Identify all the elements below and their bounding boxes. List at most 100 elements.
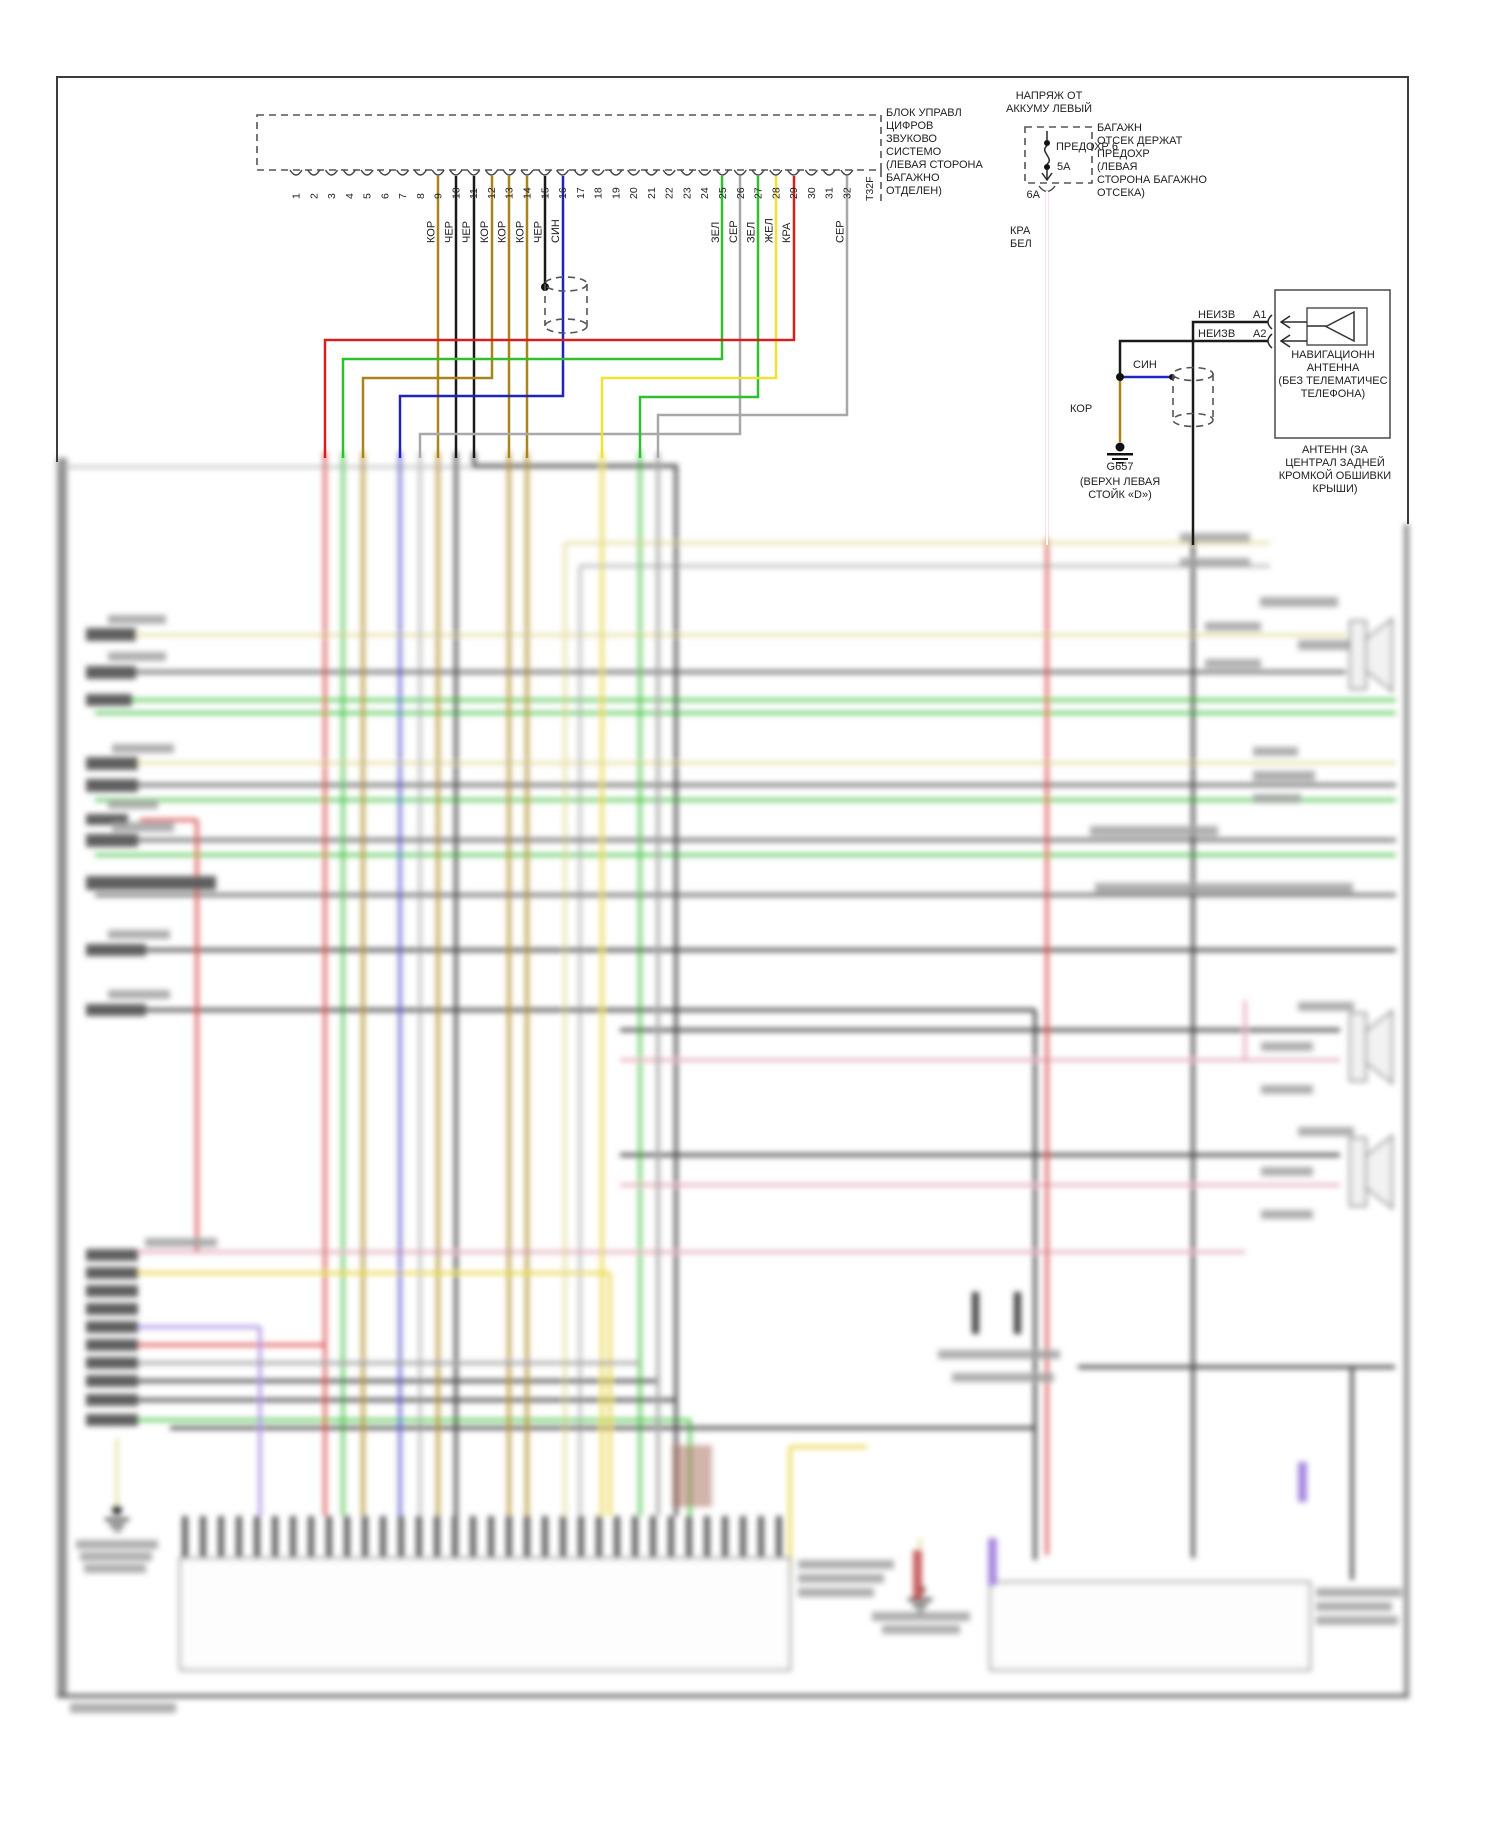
page-border xyxy=(56,76,1409,524)
blurred-purple-wires xyxy=(138,1325,262,1516)
pin-notch xyxy=(467,169,481,176)
pin-wire-label: ЧЕР xyxy=(532,221,544,243)
antenna-a1-wire-label: НЕИЗВ xyxy=(1198,309,1236,321)
pin-notch xyxy=(431,169,445,176)
pin-notch xyxy=(289,169,303,176)
fuse-rating-label: 5А xyxy=(1057,161,1071,173)
wire-antenna-a1 xyxy=(1191,320,1268,545)
pin-wire-label: СЕР xyxy=(728,220,740,243)
blurred-connector-blob xyxy=(672,1445,712,1507)
pin-number: 24 xyxy=(699,187,711,199)
pin-notch xyxy=(609,169,623,176)
pin-notch xyxy=(484,169,499,176)
pin-wire-label: ЧЕР xyxy=(461,221,473,243)
pin-notch xyxy=(715,169,730,176)
pin-notch xyxy=(698,169,712,176)
pin-wire-label: ЖЕЛ xyxy=(763,218,775,243)
pin-number: 29 xyxy=(788,187,800,199)
blurred-pink-wires xyxy=(95,1000,1340,1254)
blurred-brown-wires xyxy=(361,452,529,1516)
antenna-a1-pin-label: А1 xyxy=(1253,309,1267,321)
pin-number: 4 xyxy=(344,193,356,199)
pin-number: 10 xyxy=(450,187,462,199)
wire-pin12-kor xyxy=(361,176,494,458)
pin-notch xyxy=(769,169,783,176)
ground-wire-label: КОР xyxy=(1070,403,1093,415)
pin-notch xyxy=(644,169,659,176)
blurred-right-border xyxy=(1404,524,1409,1696)
pin-notch xyxy=(307,169,321,176)
pin-number: 21 xyxy=(646,187,658,199)
pin-wire-label: КРА xyxy=(781,222,793,243)
blurred-yellow-wires xyxy=(138,452,867,1583)
pin-wire-label: ЗЕЛ xyxy=(746,222,758,243)
terminal-notch xyxy=(1038,185,1056,193)
pin-number: 16 xyxy=(557,187,569,199)
pin-wire-label: КОР xyxy=(515,221,527,243)
pin-number: 13 xyxy=(504,187,516,199)
pin-number: 23 xyxy=(681,187,693,199)
power-source-label: НАПРЯЖ ОТ АККУМУ ЛЕВЫЙ xyxy=(1005,90,1092,115)
ground-id-label: G657 xyxy=(1106,461,1134,473)
pin-number: 19 xyxy=(610,187,622,199)
pin-notch xyxy=(520,169,534,176)
pin-number: 9 xyxy=(433,193,445,199)
control-unit-dashed-box xyxy=(256,114,882,171)
pin-number: 7 xyxy=(397,193,409,199)
speaker-icon xyxy=(1349,1133,1393,1211)
pin-notch xyxy=(413,169,427,176)
pin-wire-label: ЗЕЛ xyxy=(710,222,722,243)
pin-wire-label: КОР xyxy=(497,221,509,243)
shield-symbol xyxy=(544,276,588,334)
pin-number: 15 xyxy=(539,187,551,199)
blurred-purple-stub xyxy=(1298,1462,1307,1502)
antenna-a2-pin-label: А2 xyxy=(1253,328,1267,340)
antenna-unit-box xyxy=(1274,289,1391,439)
control-unit-label: БЛОК УПРАВЛ ЦИФРОВ ЗВУКОВО СИСТЕМО (ЛЕВА… xyxy=(886,107,983,197)
pin-notch xyxy=(396,169,410,176)
pin-number: 14 xyxy=(522,187,534,199)
antenna-a2-wire-label: НЕИЗВ xyxy=(1198,328,1236,340)
fuse-holder-label: БАГАЖН ОТСЕК ДЕРЖАТ ПРЕДОХР (ЛЕВАЯ СТОРО… xyxy=(1097,122,1207,199)
pin-number: 26 xyxy=(735,187,747,199)
pin-number: 3 xyxy=(326,193,338,199)
connector-pins: 1 2 3 4 5 6 7 8 9КОР10ЧЕР11ЧЕР12КОР13КОР14КОР15Ч… xyxy=(289,169,854,243)
speaker-icon xyxy=(1349,1008,1393,1086)
blurred-connector-stubs xyxy=(86,628,216,1426)
pin-number: 25 xyxy=(717,187,729,199)
pin-notch xyxy=(555,169,570,176)
antenna-pin-arcs xyxy=(1267,314,1307,349)
pin-notch xyxy=(680,169,694,176)
pin-number: 28 xyxy=(770,187,782,199)
pin-number: 32 xyxy=(841,187,853,199)
wire-color-label-kra-bel: КРА БЕЛ xyxy=(1010,225,1032,250)
pin-wire-label: СИН xyxy=(550,219,562,243)
pin-notch xyxy=(751,169,765,176)
pin-number: 5 xyxy=(362,193,374,199)
blurred-wire-end xyxy=(972,1292,979,1334)
pin-notch xyxy=(502,169,516,176)
pin-number: 11 xyxy=(468,188,480,199)
pin-notch xyxy=(342,169,356,176)
blurred-midgray-wires xyxy=(138,452,660,1516)
wire-antenna-a2 xyxy=(1118,339,1268,377)
pin-number: 6 xyxy=(379,193,391,199)
pin-wire-label: КОР xyxy=(426,221,438,243)
ground-location-label: (ВЕРХН ЛЕВАЯ СТОЙК «D») xyxy=(1079,476,1161,501)
blurred-wire-end xyxy=(1014,1292,1021,1334)
pin-notch xyxy=(840,169,854,176)
pin-notch xyxy=(360,169,374,176)
blurred-green-wires xyxy=(95,452,1396,1516)
blurred-purple-stub xyxy=(988,1538,997,1586)
pin-notch xyxy=(627,169,641,176)
pin-wire-label: ЧЕР xyxy=(443,221,455,243)
blurred-unit-box xyxy=(989,1581,1311,1671)
pin-number: 22 xyxy=(664,187,676,199)
pin-number: 12 xyxy=(486,187,498,199)
fuse-name-label: ПРЕДОХР 6 xyxy=(1056,141,1118,153)
pin-wire-label: СЕР xyxy=(834,220,846,243)
wire-pin27-zel xyxy=(638,176,760,458)
